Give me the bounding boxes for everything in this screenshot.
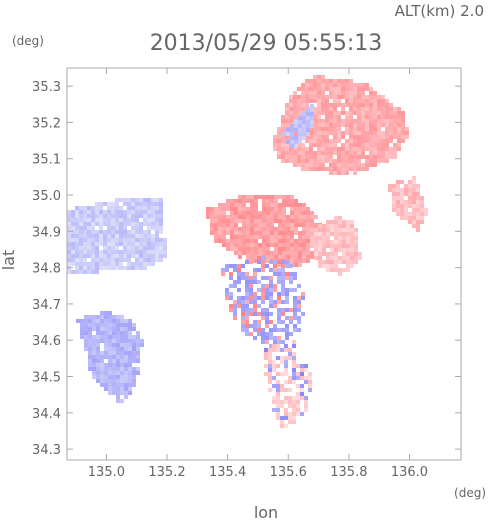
echo-region-center-blue (221, 256, 305, 348)
y-unit: (deg) (12, 34, 44, 48)
altitude-label: ALT(km) 2.0 (395, 2, 484, 20)
echo-region-ne-blue (282, 104, 314, 148)
x-axis-label: lon (254, 503, 278, 521)
y-tick-label: 34.7 (32, 298, 61, 313)
plot-frame (66, 67, 462, 461)
x-tick-label: 136.0 (391, 465, 428, 480)
x-unit: (deg) (454, 486, 486, 500)
echo-region-east-red (388, 176, 428, 232)
y-tick-label: 34.4 (32, 407, 61, 422)
y-tick-label: 35.1 (32, 153, 61, 168)
x-tick-label: 135.6 (270, 465, 307, 480)
x-tick-label: 135.0 (88, 465, 125, 480)
y-tick-label: 34.8 (32, 262, 61, 277)
y-tick-label: 35.0 (32, 189, 61, 204)
y-tick-label: 34.5 (32, 371, 61, 386)
echo-region-west-blue (67, 198, 167, 274)
x-tick-label: 135.4 (209, 465, 246, 480)
radar-echo-layer (67, 75, 428, 428)
echo-region-center-red (206, 195, 322, 267)
echo-region-sw-blue (76, 311, 144, 403)
x-ticks: 135.0 135.2 135.4 135.6 135.8 136.0 (88, 68, 428, 480)
y-tick-label: 35.3 (32, 80, 61, 95)
chart-title: 2013/05/29 05:55:13 (150, 31, 383, 56)
x-tick-label: 135.2 (148, 465, 185, 480)
y-axis-label: lat (0, 250, 18, 271)
y-tick-label: 34.9 (32, 225, 61, 240)
y-ticks: 34.3 34.4 34.5 34.6 34.7 34.8 34.9 35.0 35.1 35.2… (32, 80, 461, 458)
y-tick-label: 34.3 (32, 443, 61, 458)
echo-region-center-east-red (306, 216, 362, 276)
echo-region-south-mixed (264, 340, 312, 428)
y-tick-label: 35.2 (32, 116, 61, 131)
y-tick-label: 34.6 (32, 334, 61, 349)
x-tick-label: 135.8 (330, 465, 367, 480)
